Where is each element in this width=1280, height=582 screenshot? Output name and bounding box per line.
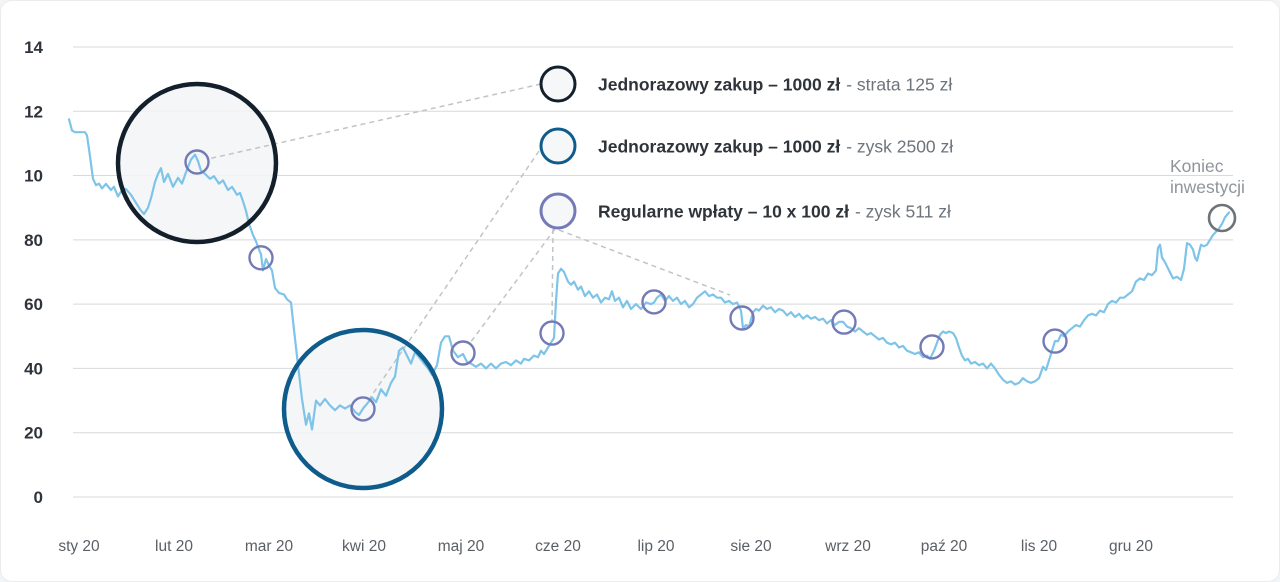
legend-item: Jednorazowy zakup – 1000 zł - zysk 2500 z…	[539, 127, 953, 165]
highlight-circle-ring-icon	[281, 327, 445, 491]
x-tick-label: cze 20	[535, 538, 581, 555]
y-axis-labels: 14 12 10 80 60 40 20 0	[24, 38, 43, 507]
legend: Jednorazowy zakup – 1000 zł - strata 125 …	[539, 65, 953, 230]
regular-payment-dot-icon	[919, 334, 945, 360]
x-axis-labels: sty 20 lut 20 mar 20 kwi 20 maj 20 cze 20 lip …	[58, 538, 1153, 555]
regular-payment-dot-icon	[350, 396, 376, 422]
regular-payment-dot-icon	[641, 289, 667, 315]
y-tick-label: 40	[24, 359, 43, 378]
one-time-purchase-gain-ring-icon	[539, 127, 577, 165]
legend-item: Jednorazowy zakup – 1000 zł - strata 125 …	[539, 65, 952, 103]
dashed-connector-lines	[207, 83, 731, 399]
legend-item-label: Jednorazowy zakup – 1000 zł - zysk 2500 z…	[598, 137, 953, 157]
y-tick-label: 80	[24, 231, 43, 250]
x-tick-label: sty 20	[58, 538, 100, 555]
end-of-investment-label-line2: inwestycji	[1170, 177, 1245, 197]
dashed-connector	[369, 150, 540, 399]
y-tick-label: 14	[24, 38, 43, 57]
x-tick-label: wrz 20	[824, 538, 871, 555]
x-tick-label: lip 20	[637, 538, 674, 555]
x-tick-label: gru 20	[1109, 538, 1153, 555]
regular-payment-markers	[184, 149, 1068, 422]
highlight-circle-fill	[118, 84, 276, 242]
regular-payment-dot-icon	[539, 320, 565, 346]
y-tick-label: 60	[24, 295, 43, 314]
y-tick-label: 10	[24, 167, 43, 186]
investment-value-line	[67, 118, 1231, 431]
y-tick-label: 12	[24, 102, 43, 121]
dashed-connector	[558, 229, 731, 296]
regular-payment-dot-icon	[831, 309, 857, 335]
y-tick-label: 0	[34, 488, 43, 507]
x-tick-label: lut 20	[155, 538, 193, 555]
x-tick-label: maj 20	[438, 538, 485, 555]
highlight-circle-ring-icon	[115, 81, 279, 245]
legend-item: Regularne wpłaty – 10 x 100 zł - zysk 511…	[539, 192, 951, 230]
dashed-connector	[551, 228, 554, 322]
regular-payment-dot-icon	[184, 149, 210, 175]
x-tick-label: sie 20	[730, 538, 772, 555]
legend-item-label: Jednorazowy zakup – 1000 zł - strata 125 …	[598, 75, 952, 95]
one-time-purchase-loss-ring-icon	[539, 65, 577, 103]
x-tick-label: mar 20	[245, 538, 294, 555]
end-of-investment-label-line1: Koniec	[1170, 156, 1224, 176]
regular-payment-dot-icon	[729, 305, 755, 331]
regular-payment-dot-icon	[248, 245, 274, 271]
regular-payments-ring-icon	[539, 192, 577, 230]
legend-item-label: Regularne wpłaty – 10 x 100 zł - zysk 511…	[598, 202, 951, 222]
highlight-circle-rings	[115, 81, 445, 491]
regular-payment-dot-icon	[450, 340, 476, 366]
dashed-connector	[207, 83, 542, 160]
x-tick-label: paź 20	[921, 538, 968, 555]
dashed-connector	[469, 228, 556, 344]
end-of-investment-marker-icon	[1207, 203, 1237, 233]
y-tick-label: 20	[24, 424, 43, 443]
x-tick-label: kwi 20	[342, 538, 386, 555]
highlight-circle-fills	[118, 84, 442, 488]
x-tick-label: lis 20	[1021, 538, 1058, 555]
regular-payment-dot-icon	[1042, 328, 1068, 354]
